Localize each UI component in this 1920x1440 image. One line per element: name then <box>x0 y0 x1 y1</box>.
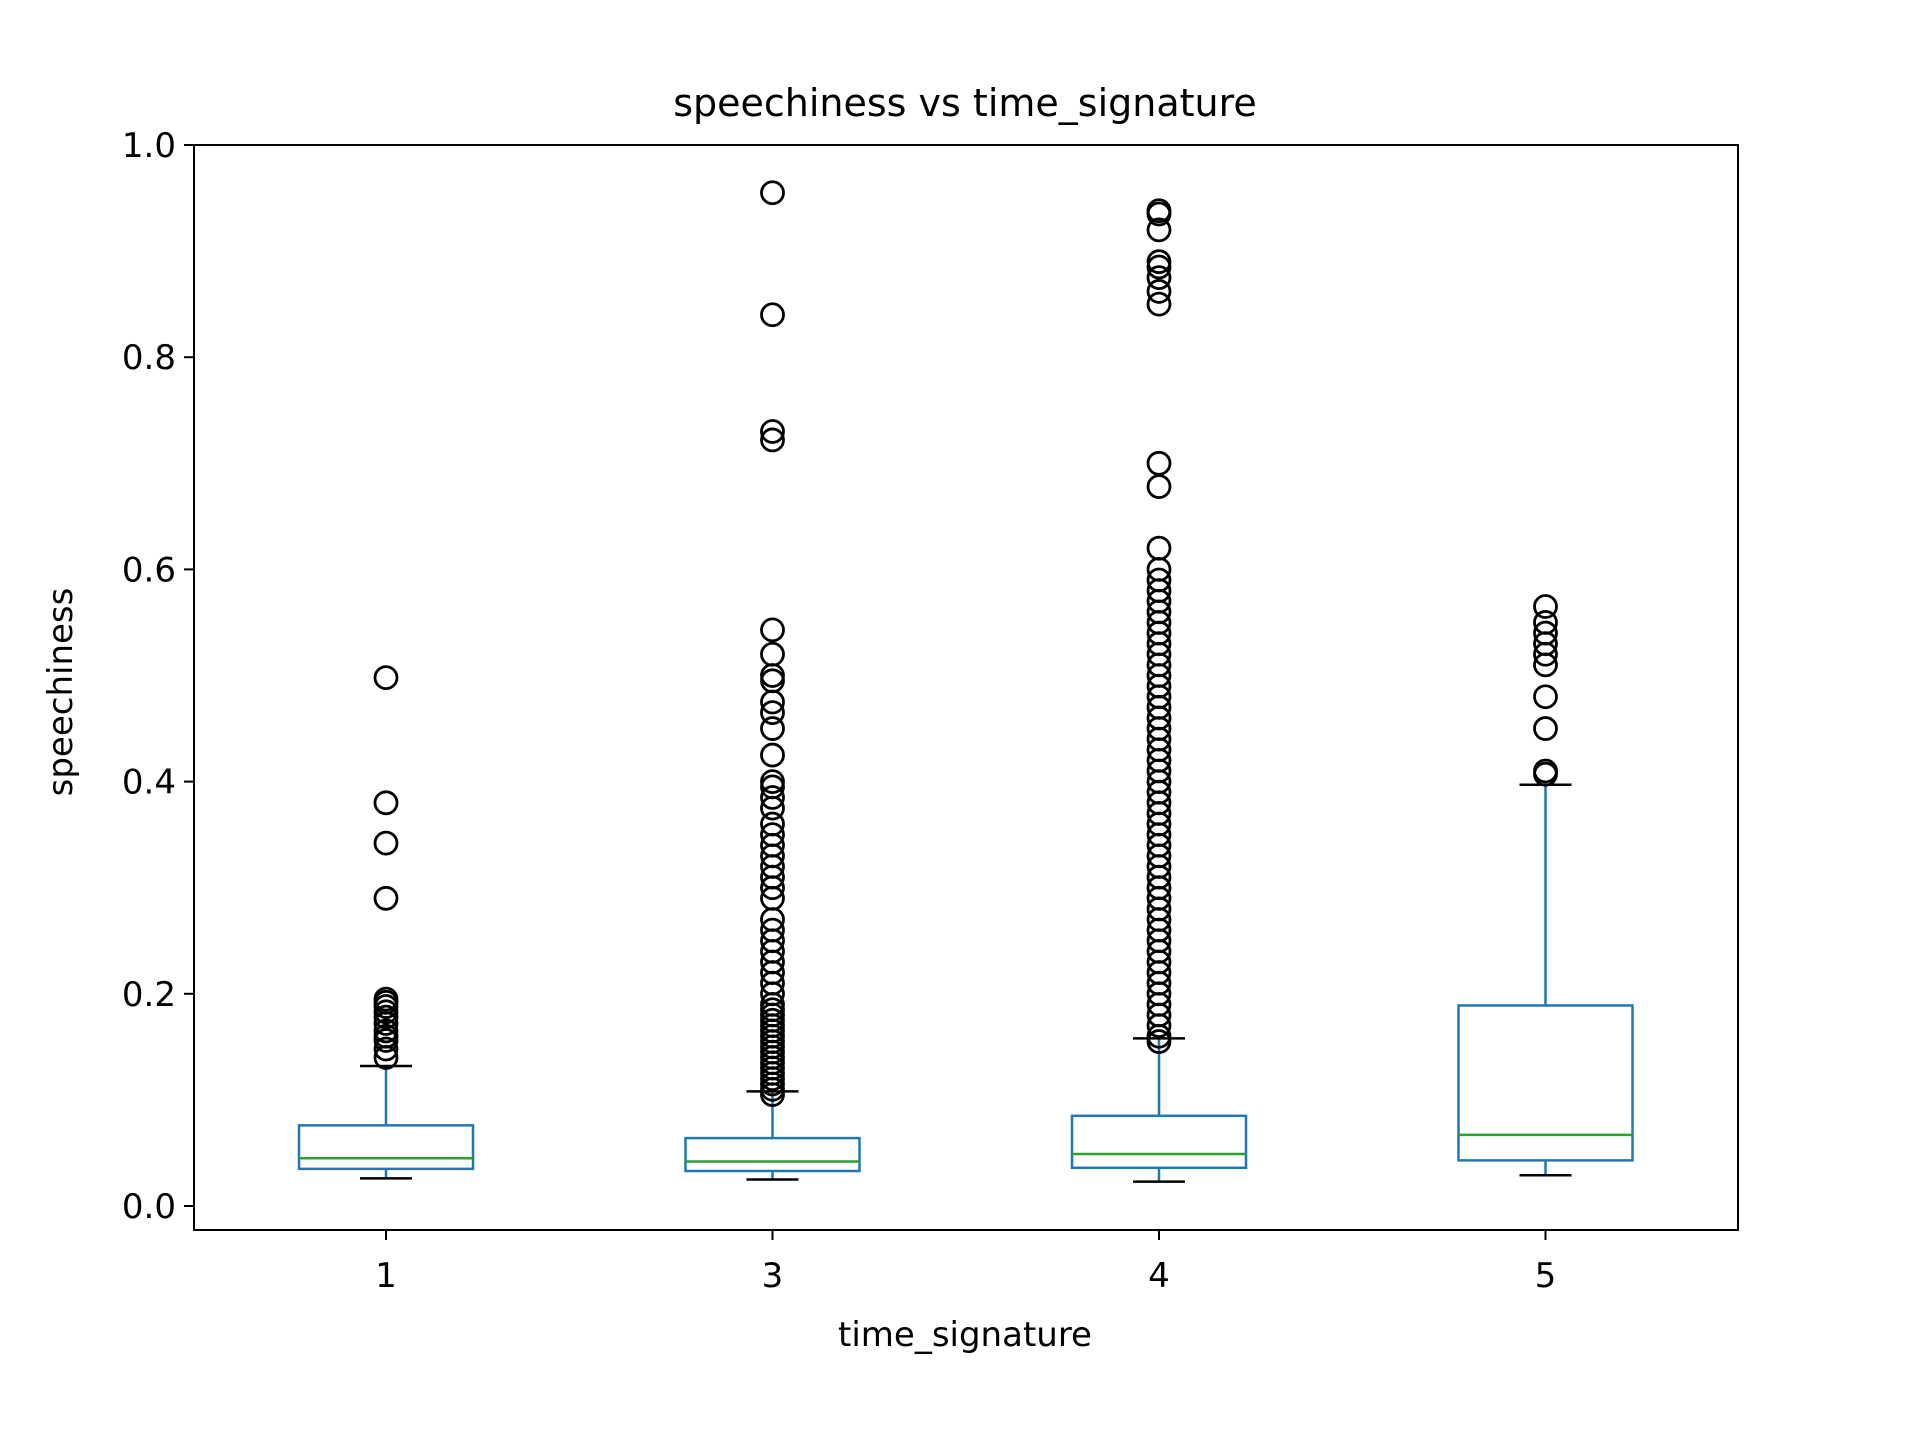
outlier-point <box>373 830 399 856</box>
box-iqr <box>1070 1114 1248 1170</box>
outlier-point <box>1146 474 1172 500</box>
outlier-point <box>760 419 785 444</box>
outlier-point <box>1533 684 1558 710</box>
chart-title: speechiness vs time_signature <box>673 81 1257 125</box>
outlier-point <box>760 668 785 694</box>
outlier-point <box>760 641 785 667</box>
outlier-point <box>760 811 785 837</box>
y-tick-label: 0.0 <box>122 1187 176 1227</box>
outlier-point <box>1146 279 1172 304</box>
outlier-point <box>760 302 785 328</box>
outlier-point <box>760 769 785 794</box>
outlier-point <box>760 427 785 453</box>
outlier-point <box>1146 535 1172 561</box>
outlier-point <box>1146 249 1172 275</box>
outlier-point <box>760 617 785 643</box>
outlier-point <box>760 700 785 726</box>
y-tick-label: 0.2 <box>122 975 176 1015</box>
y-tick-label: 1.0 <box>122 126 176 166</box>
y-tick-label: 0.6 <box>122 550 176 590</box>
outlier-point <box>1146 265 1172 291</box>
outlier-point <box>760 742 785 768</box>
outlier-point <box>760 180 785 206</box>
outlier-point <box>373 1018 399 1044</box>
x-tick-label: 4 <box>1148 1256 1170 1296</box>
outlier-point <box>1533 610 1558 635</box>
y-axis-label: speechiness <box>41 588 81 797</box>
outlier-point <box>1533 620 1558 646</box>
outlier-point <box>760 785 785 810</box>
box-iqr <box>684 1136 861 1173</box>
outlier-point <box>1533 716 1558 741</box>
outlier-point <box>373 790 399 816</box>
box-iqr <box>297 1124 475 1171</box>
outlier-point <box>760 663 785 688</box>
box-iqr <box>1457 1004 1634 1162</box>
outlier-point <box>1533 758 1558 784</box>
plot-area: 0.0 0.2 0.4 0.6 0.8 1.0 1 3 4 5 <box>122 126 1739 1296</box>
outlier-point <box>373 1036 399 1062</box>
outlier-point <box>760 917 785 943</box>
outlier-point <box>373 885 399 911</box>
outlier-point <box>760 822 785 848</box>
x-tick-label: 1 <box>375 1256 397 1296</box>
x-tick-label: 3 <box>762 1256 784 1296</box>
plot-frame <box>193 144 1739 1231</box>
y-tick-label: 0.4 <box>122 763 176 803</box>
outlier-point <box>1146 217 1172 243</box>
x-tick-label: 5 <box>1535 1256 1557 1296</box>
outlier-point <box>1533 594 1558 619</box>
outlier-point <box>1146 567 1172 593</box>
outlier-point <box>1146 291 1172 317</box>
outlier-point <box>1146 198 1172 224</box>
y-tick-label: 0.8 <box>122 338 176 378</box>
outlier-point <box>1146 450 1172 476</box>
outlier-point <box>760 716 785 741</box>
outlier-point <box>373 986 399 1012</box>
outlier-point <box>373 665 399 691</box>
x-axis-label: time_signature <box>838 1315 1092 1355</box>
